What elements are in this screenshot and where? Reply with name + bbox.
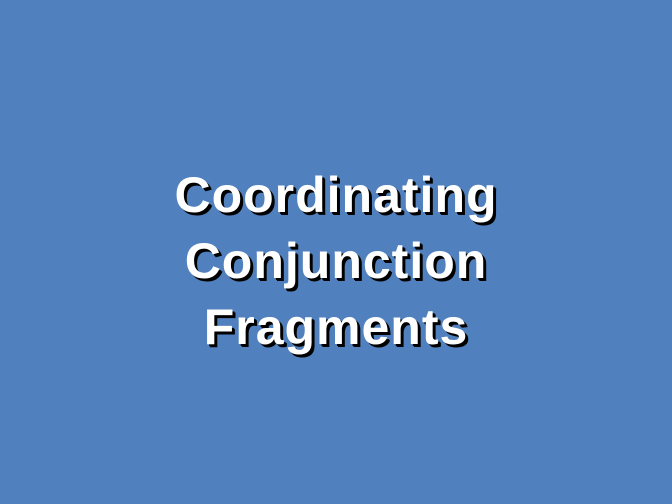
slide-title: Coordinating Conjunction Fragments: [0, 162, 672, 360]
title-line-2: Conjunction: [184, 233, 488, 289]
title-line-3: Fragments: [203, 299, 469, 355]
title-line-1: Coordinating: [174, 167, 498, 223]
